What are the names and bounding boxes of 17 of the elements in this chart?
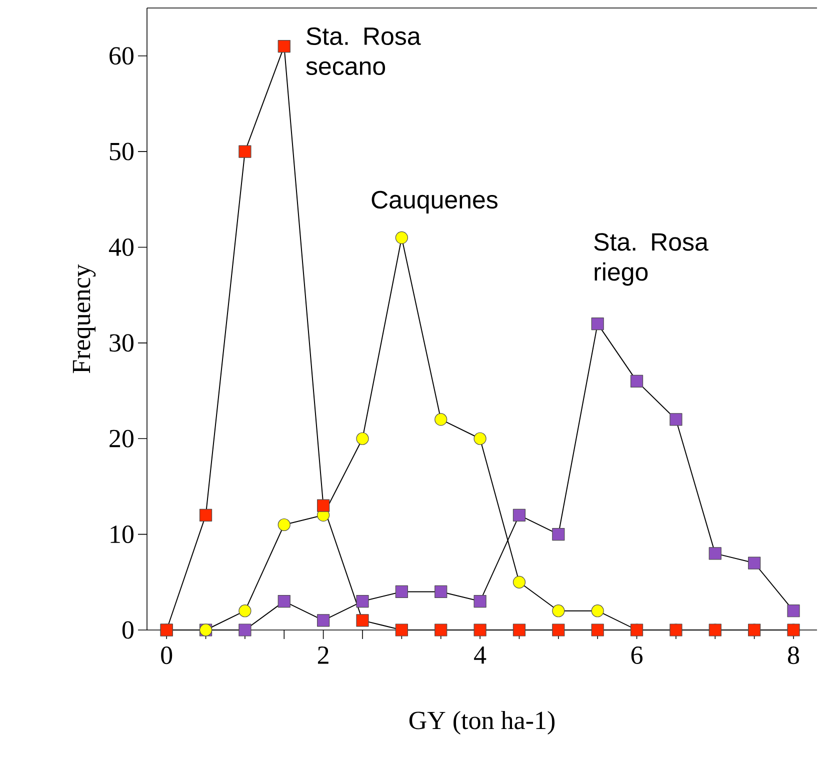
y-tick-label: 30	[110, 334, 134, 352]
y-tick-label: 0	[122, 621, 134, 639]
y-tick-label: 50	[110, 142, 134, 160]
y-tick-label: 60	[110, 47, 134, 65]
y-tick-label: 20	[110, 430, 134, 448]
x-tick-label: 8	[788, 646, 800, 664]
x-tick-label: 6	[631, 646, 643, 664]
series-label: Sta. Rosa secano	[306, 27, 421, 76]
x-tick-label: 0	[161, 646, 172, 664]
y-tick-label: 10	[110, 526, 134, 544]
y-axis-title: Frequency	[72, 264, 96, 374]
series-label: Sta. Rosa riego	[594, 233, 708, 286]
x-tick-label: 2	[318, 646, 328, 664]
y-tick-label: 40	[108, 238, 134, 256]
x-tick-label: 4	[474, 646, 486, 664]
series-label: Cauquenes	[372, 190, 498, 214]
x-axis-title: GY (ton ha-1)	[409, 710, 555, 735]
